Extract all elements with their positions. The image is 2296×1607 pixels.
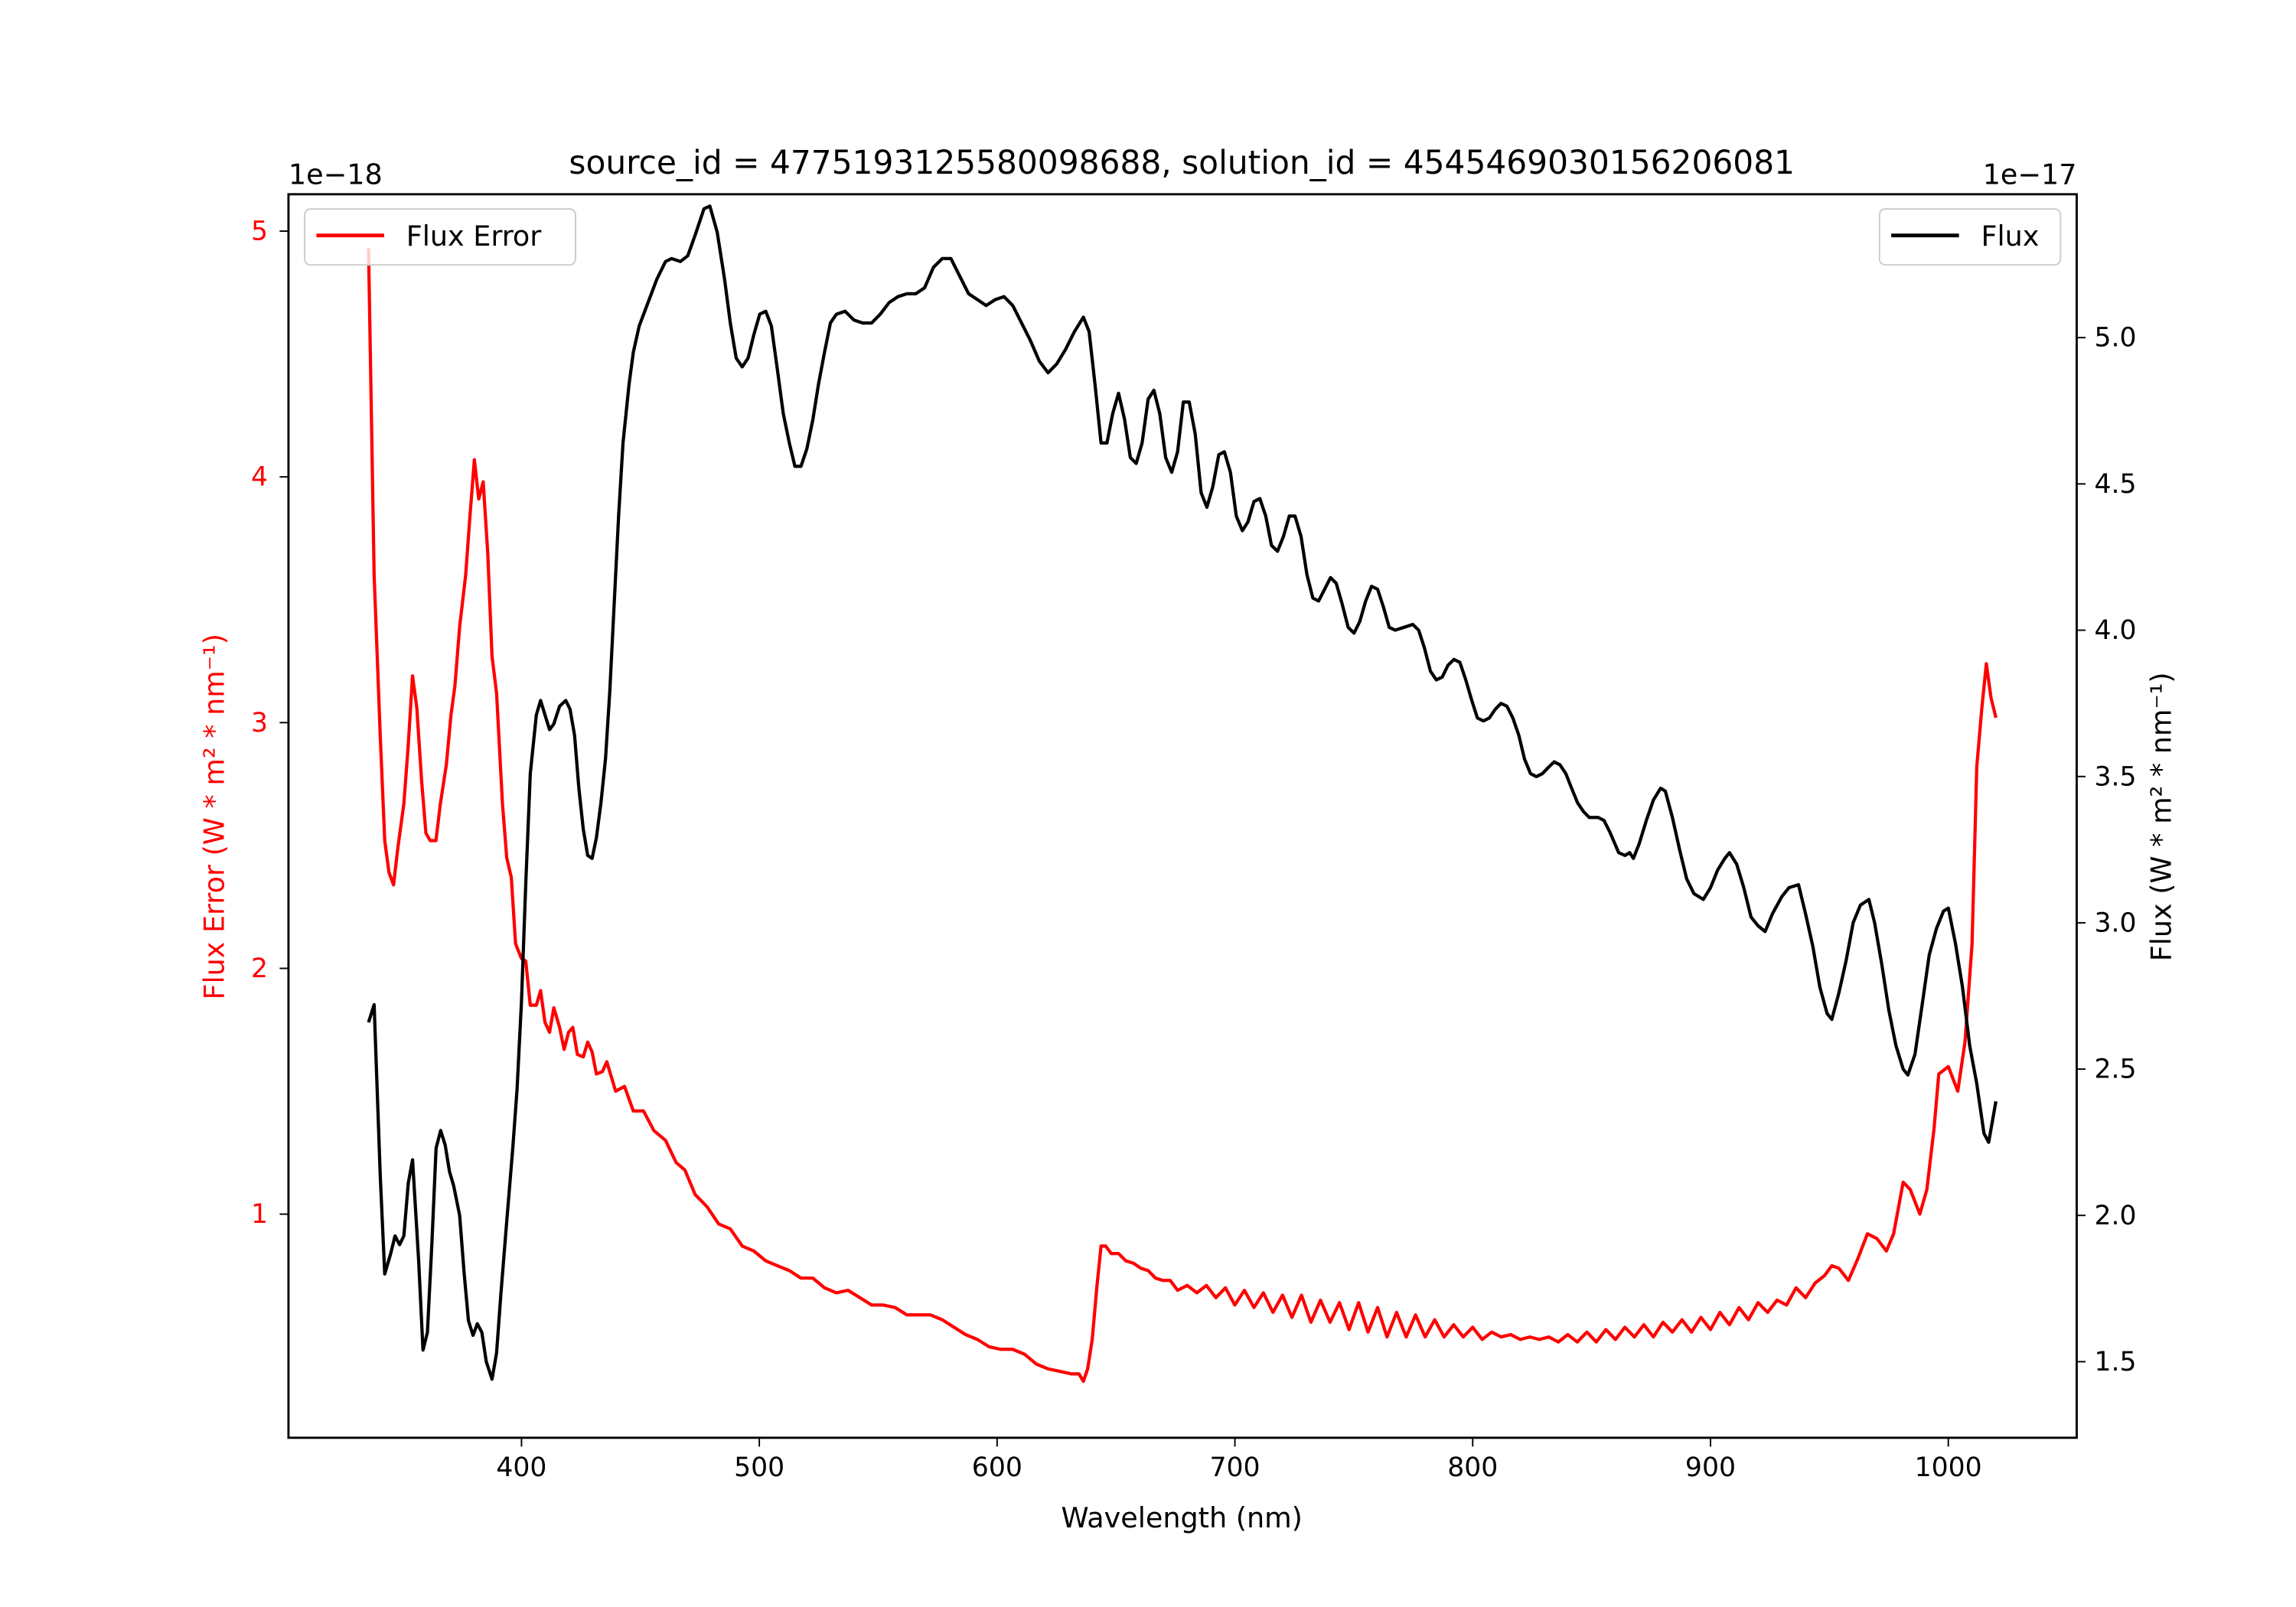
- legend-flux: Flux: [1878, 208, 2062, 266]
- legend-label-flux: Flux: [1981, 220, 2039, 253]
- legend-flux-error: Flux Error: [304, 208, 576, 266]
- legend-box: [304, 208, 576, 266]
- x-axis-label: Wavelength (nm): [1062, 1501, 1303, 1534]
- plot-lines: [367, 204, 1998, 1384]
- left-offset-text: 1e−18: [289, 158, 383, 191]
- flux-error-line: [367, 248, 1998, 1384]
- x-tick-label: 800: [1447, 1452, 1498, 1483]
- x-tick-label: 500: [734, 1452, 784, 1483]
- left-y-tick-label: 5: [251, 217, 268, 247]
- x-tick-label: 900: [1685, 1452, 1736, 1483]
- left-y-tick-label: 3: [251, 708, 268, 738]
- plot-frame: [287, 193, 2078, 1439]
- x-tick-label: 1000: [1915, 1452, 1982, 1483]
- flux-line: [367, 204, 1998, 1381]
- x-tick-label: 600: [972, 1452, 1022, 1483]
- legend-label-flux-error: Flux Error: [406, 220, 543, 253]
- right-y-tick-label: 1.5: [2095, 1347, 2137, 1377]
- right-y-tick-label: 4.0: [2095, 615, 2137, 646]
- left-y-axis-label: Flux Error (W * m² * nm⁻¹): [197, 634, 230, 1000]
- left-y-tick-label: 1: [251, 1199, 268, 1230]
- chart-title: source_id = 4775193125580098688, solutio…: [569, 144, 1795, 181]
- right-y-tick-label: 3.5: [2095, 761, 2137, 792]
- right-y-tick-label: 5.0: [2095, 323, 2137, 354]
- left-y-tick-label: 4: [251, 462, 268, 493]
- x-tick-label: 400: [496, 1452, 546, 1483]
- right-y-tick-label: 4.5: [2095, 469, 2137, 500]
- right-y-axis-label: Flux (W * m² * nm⁻¹): [2145, 672, 2178, 961]
- right-offset-text: 1e−17: [1983, 158, 2077, 191]
- x-tick-label: 700: [1210, 1452, 1261, 1483]
- right-y-tick-label: 2.0: [2095, 1201, 2137, 1231]
- right-y-tick-label: 2.5: [2095, 1054, 2137, 1085]
- axis-ticks: 400 500 600 700 800 900 1000 1 2 3 4 5 1.5 2.0 2.5 3.0 3…: [251, 217, 2137, 1483]
- left-y-tick-label: 2: [251, 953, 268, 984]
- right-y-tick-label: 3.0: [2095, 908, 2137, 938]
- legend-box: [1878, 208, 2062, 266]
